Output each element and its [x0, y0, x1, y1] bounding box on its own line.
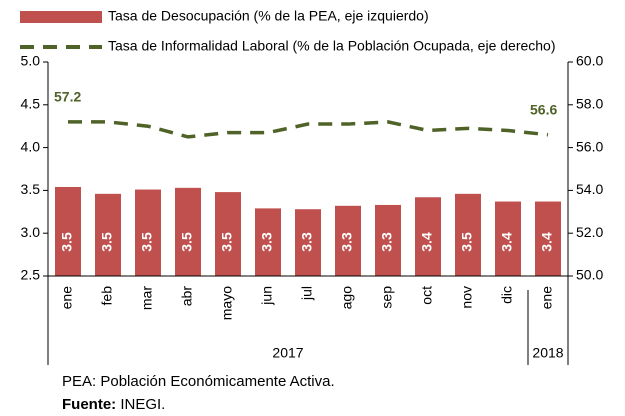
x-tick-label: ago — [339, 286, 355, 310]
y2-tick-label: 58.0 — [576, 96, 603, 112]
line-label: 56.6 — [530, 101, 557, 117]
bar — [215, 192, 241, 276]
x-tick-label: ene — [59, 286, 75, 310]
bar-label: 3.4 — [419, 232, 435, 252]
legend-label: Tasa de Informalidad Laboral (% de la Po… — [108, 38, 556, 54]
x-tick-label: jun — [259, 286, 275, 306]
bar — [95, 193, 121, 276]
y-tick-label: 3.5 — [21, 181, 41, 197]
legend-swatch — [20, 11, 102, 23]
y2-tick-label: 50.0 — [576, 267, 603, 283]
group-label: 2018 — [532, 345, 563, 361]
bar-label: 3.5 — [219, 232, 235, 252]
bar — [55, 186, 81, 276]
x-tick-label: dic — [499, 286, 515, 304]
bar — [415, 197, 441, 276]
y-tick-label: 4.5 — [21, 96, 41, 112]
line-label: 57.2 — [54, 89, 81, 105]
y2-tick-label: 52.0 — [576, 224, 603, 240]
source: Fuente: INEGI. — [62, 396, 165, 413]
bar-label: 3.5 — [139, 232, 155, 252]
bar — [295, 209, 321, 276]
x-tick-label: jul — [299, 286, 315, 301]
bar-label: 3.5 — [459, 232, 475, 252]
y2-tick-label: 54.0 — [576, 181, 603, 197]
y2-tick-label: 60.0 — [576, 53, 603, 69]
bar — [175, 187, 201, 276]
bar-label: 3.5 — [99, 232, 115, 252]
x-tick-label: nov — [459, 286, 475, 309]
legend-label: Tasa de Desocupación (% de la PEA, eje i… — [108, 8, 429, 24]
bar — [375, 204, 401, 276]
x-tick-label: sep — [379, 286, 395, 309]
x-tick-label: mayo — [219, 286, 235, 320]
bar — [335, 205, 361, 276]
x-tick-label: feb — [99, 286, 115, 306]
bar-label: 3.3 — [299, 232, 315, 252]
y2-tick-label: 56.0 — [576, 138, 603, 154]
bar-label: 3.3 — [339, 232, 355, 252]
bar — [455, 193, 481, 276]
note: PEA: Población Económicamente Activa. — [62, 373, 335, 390]
bar-label: 3.4 — [499, 232, 515, 252]
bar-label: 3.3 — [379, 232, 395, 252]
bar — [535, 201, 561, 276]
x-tick-label: ene — [539, 286, 555, 310]
bar — [135, 189, 161, 276]
bar-label: 3.4 — [539, 232, 555, 252]
group-label: 2017 — [272, 345, 303, 361]
source-label: Fuente: — [62, 396, 116, 413]
source-text: INEGI. — [120, 396, 165, 413]
bar — [495, 201, 521, 276]
bar-label: 3.3 — [259, 232, 275, 252]
x-tick-label: oct — [419, 286, 435, 305]
bar — [255, 208, 281, 276]
y-tick-label: 3.0 — [21, 224, 41, 240]
y-tick-label: 4.0 — [21, 138, 41, 154]
bar-label: 3.5 — [59, 232, 75, 252]
line — [68, 120, 549, 139]
x-tick-label: mar — [139, 286, 155, 310]
x-tick-label: abr — [179, 286, 195, 307]
y-tick-label: 5.0 — [21, 53, 41, 69]
y-tick-label: 2.5 — [21, 267, 41, 283]
bar-label: 3.5 — [179, 232, 195, 252]
